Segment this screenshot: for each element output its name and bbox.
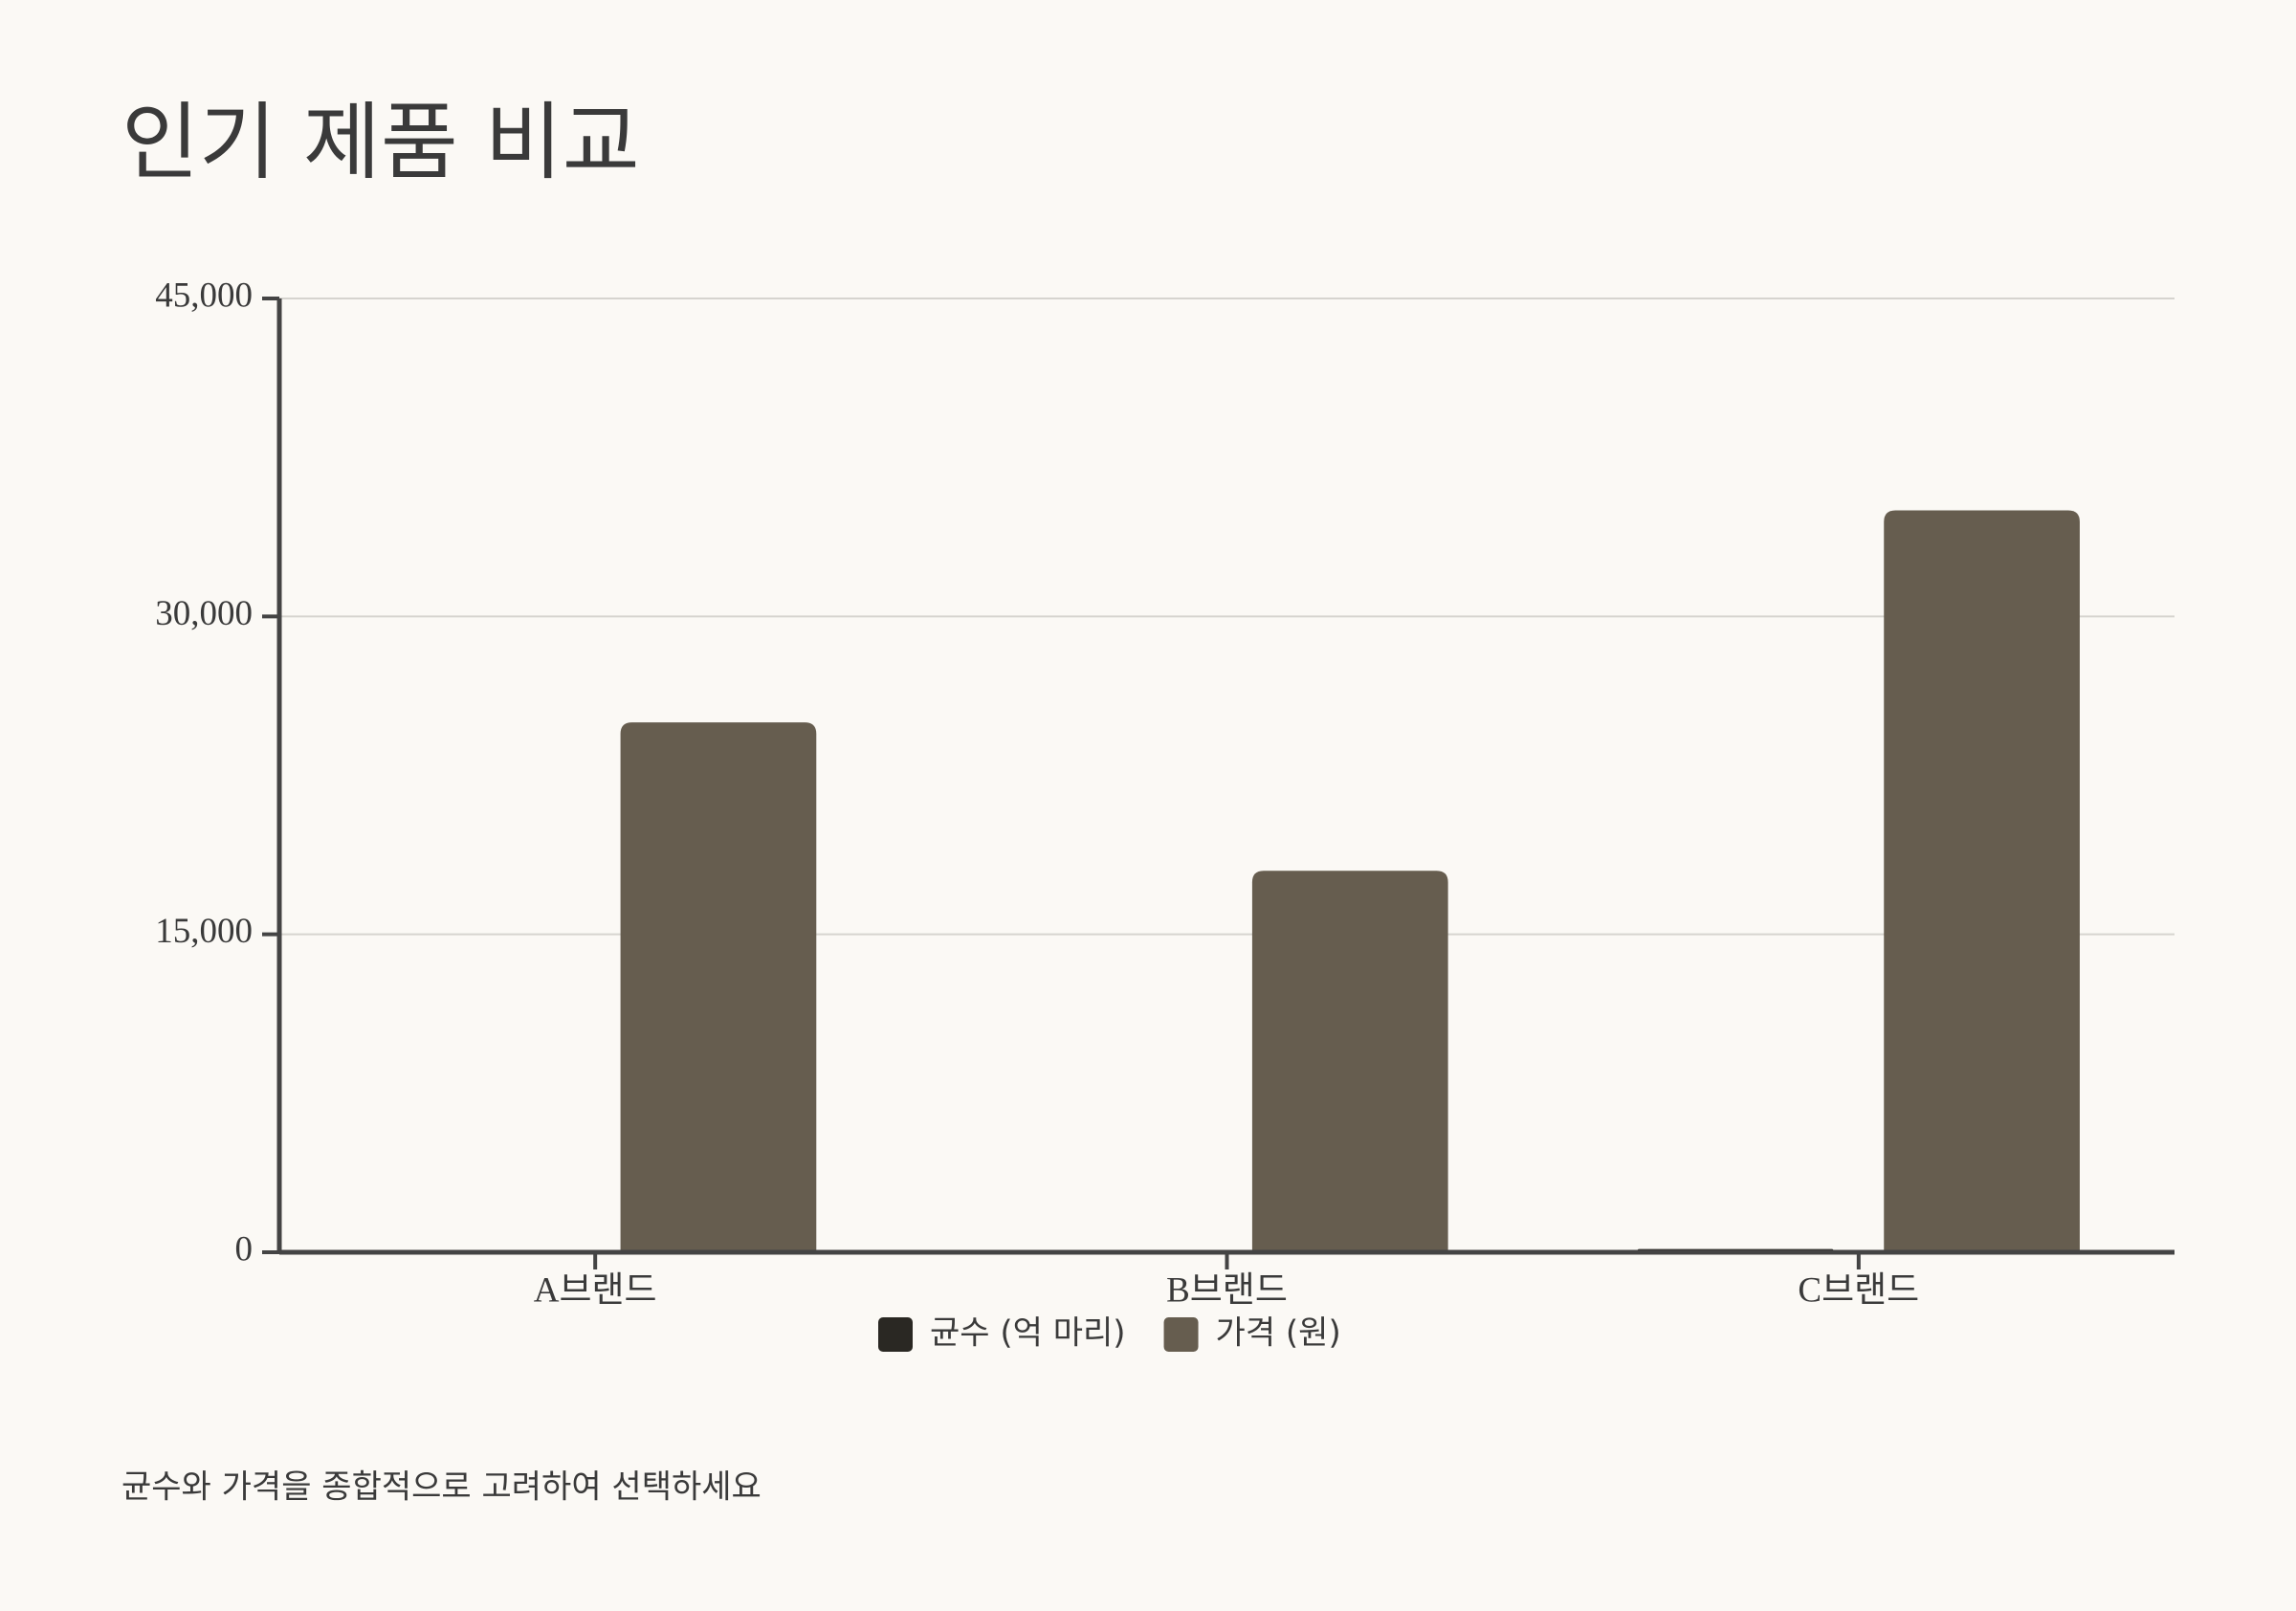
legend-swatch [878, 1317, 913, 1352]
legend-label: 균수 (억 마리) [930, 1314, 1126, 1353]
bar [620, 722, 817, 1252]
bar [1884, 510, 2080, 1252]
annotation: 균수와 가격을 종합적으로 고려하여 선택하세요 [121, 1468, 762, 1507]
y-tick-label: 0 [235, 1229, 254, 1269]
legend-swatch [1163, 1317, 1199, 1352]
x-tick-label: A브랜드 [534, 1270, 657, 1310]
y-tick-label: 30,000 [155, 594, 253, 633]
y-tick-label: 15,000 [155, 912, 253, 951]
legend-label: 가격 (원) [1216, 1314, 1341, 1353]
bar [1251, 871, 1448, 1252]
chart-title: 인기 제품 비교 [121, 93, 640, 191]
x-tick-label: B브랜드 [1166, 1270, 1288, 1310]
x-tick-label: C브랜드 [1798, 1270, 1919, 1310]
y-tick-label: 45,000 [155, 276, 253, 315]
